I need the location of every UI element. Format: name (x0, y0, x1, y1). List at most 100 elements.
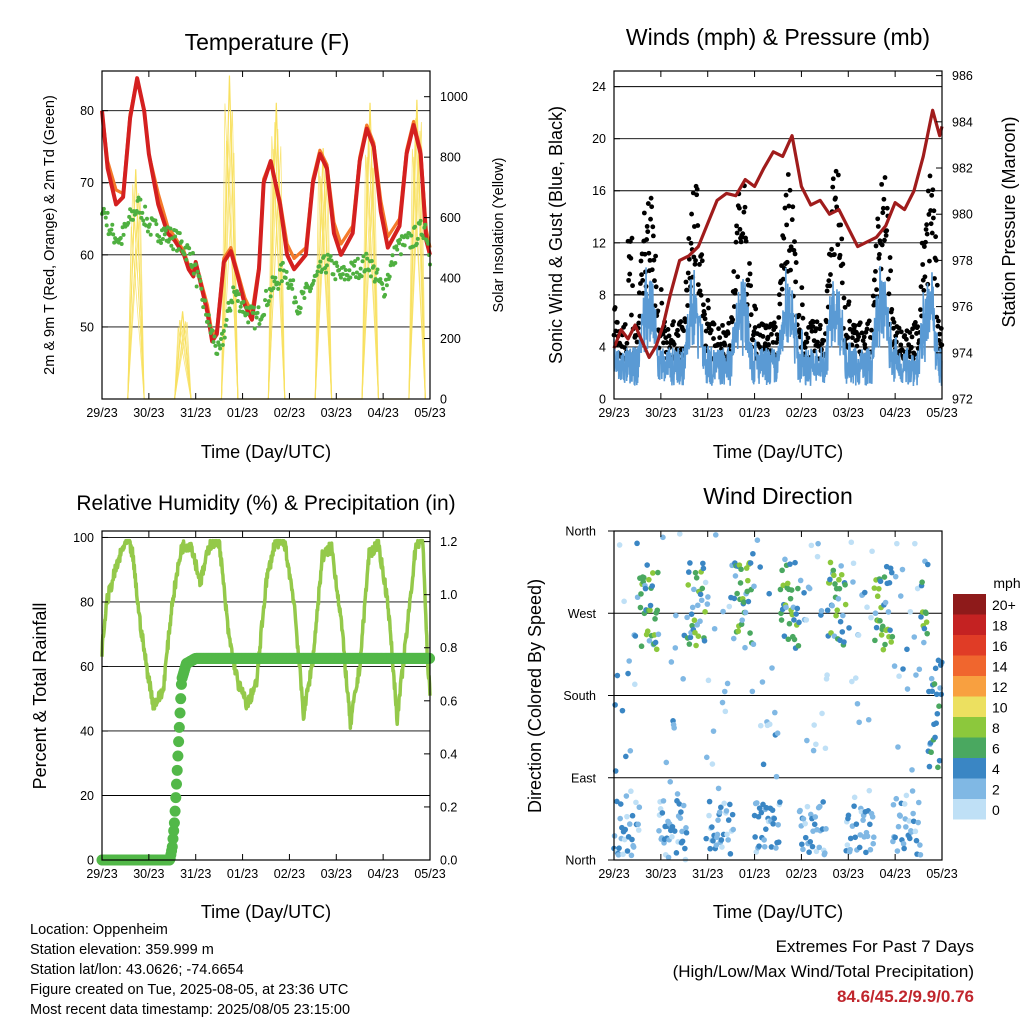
direction-point (917, 851, 924, 858)
direction-point (899, 566, 906, 573)
dewpoint-point (413, 224, 418, 229)
gust-point (792, 251, 798, 257)
legend-label: 2 (992, 782, 1000, 798)
dewpoint-point (246, 320, 251, 325)
direction-point (678, 809, 684, 815)
direction-point (836, 576, 842, 583)
y-tick-label-right: 1000 (440, 90, 468, 104)
winds-plot-frame (613, 70, 943, 400)
dewpoint-point (426, 241, 431, 246)
dewpoint-point (335, 264, 340, 269)
gust-point (783, 192, 789, 198)
gust-point (645, 229, 651, 235)
dewpoint-point (367, 268, 372, 273)
gust-point (652, 278, 657, 284)
station-elevation: Station elevation: 359.999 m (30, 942, 214, 958)
direction-point (773, 773, 780, 780)
direction-point (933, 720, 939, 727)
direction-point (730, 826, 737, 833)
dewpoint-point (234, 289, 239, 294)
direction-point (669, 833, 675, 840)
direction-point (747, 560, 754, 566)
direction-point (885, 609, 892, 615)
direction-point (850, 560, 857, 567)
dewpoint-point (205, 319, 210, 324)
winds-panel: Winds (mph) & Pressure (mb) 29/23 30/23 31… (546, 24, 1019, 462)
direction-point (688, 611, 695, 617)
direction-point (909, 788, 916, 794)
y-tick-label: 0 (87, 854, 94, 868)
temperature-panel: Temperature (F) 29/23 30/23 31/23 01/23 02/2… (42, 29, 507, 462)
rh-line (100, 538, 432, 730)
dewpoint-point (222, 335, 227, 340)
dewpoint-point (177, 231, 182, 236)
humidity-series (96, 538, 436, 866)
direction-point (718, 837, 725, 843)
gust-point (740, 231, 746, 237)
direction-point (672, 645, 679, 651)
direction-point (616, 845, 622, 851)
direction-point (716, 809, 723, 816)
gust-point (730, 317, 736, 323)
dewpoint-point (273, 275, 278, 280)
direction-point (877, 618, 883, 624)
gust-point (847, 318, 852, 324)
direction-point (687, 634, 694, 641)
gust-point (885, 276, 891, 282)
y-tick-label: 60 (80, 248, 94, 262)
gust-point (745, 277, 751, 283)
gust-point (842, 304, 848, 310)
direction-point (719, 699, 726, 706)
direction-point (627, 748, 634, 754)
direction-point (894, 540, 900, 547)
dewpoint-point (358, 266, 363, 271)
gust-point (752, 325, 758, 330)
temperature-x-label: Time (Day/UTC) (201, 442, 331, 462)
direction-point (861, 589, 868, 596)
legend-swatch (953, 635, 986, 656)
gust-point (803, 331, 809, 337)
gust-point (629, 312, 634, 318)
direction-point (659, 810, 666, 816)
direction-point (779, 567, 785, 574)
direction-point (838, 571, 845, 578)
direction-point (891, 663, 898, 669)
direction-point (749, 688, 756, 695)
precip-point (172, 750, 184, 762)
direction-point (691, 586, 697, 593)
direction-point (870, 840, 877, 847)
gust-point (824, 288, 830, 294)
x-tick-label: 01/23 (227, 406, 258, 420)
direction-point (876, 586, 882, 592)
direction-point (653, 646, 660, 653)
solar-line-trace (267, 146, 286, 400)
direction-point (761, 843, 768, 850)
dewpoint-point (190, 250, 195, 255)
gust-point (630, 283, 635, 289)
gust-point (902, 333, 908, 338)
direction-point (671, 725, 677, 731)
direction-point (856, 719, 862, 726)
dewpoint-point (353, 259, 358, 264)
humidity-y-ticks: 0 20 40 60 80 100 (73, 531, 108, 868)
direction-point (754, 800, 760, 806)
direction-point (787, 561, 793, 567)
direction-point (806, 849, 812, 856)
dewpoint-point (145, 229, 150, 234)
dewpoint-point (162, 232, 167, 237)
direction-point (757, 564, 763, 570)
dewpoint-point (144, 216, 149, 221)
y-tick-label-right: 984 (952, 115, 973, 129)
y-tick-label-right: 976 (952, 300, 973, 314)
dewpoint-point (308, 286, 313, 291)
direction-point (700, 565, 707, 572)
y-tick-label: 8 (599, 288, 606, 302)
pressure-line (612, 108, 944, 360)
direction-point (916, 666, 923, 673)
direction-point (668, 659, 675, 665)
gust-point (636, 320, 642, 326)
x-tick-label: 04/23 (368, 406, 399, 420)
direction-point (730, 635, 737, 642)
direction-point (751, 583, 757, 590)
